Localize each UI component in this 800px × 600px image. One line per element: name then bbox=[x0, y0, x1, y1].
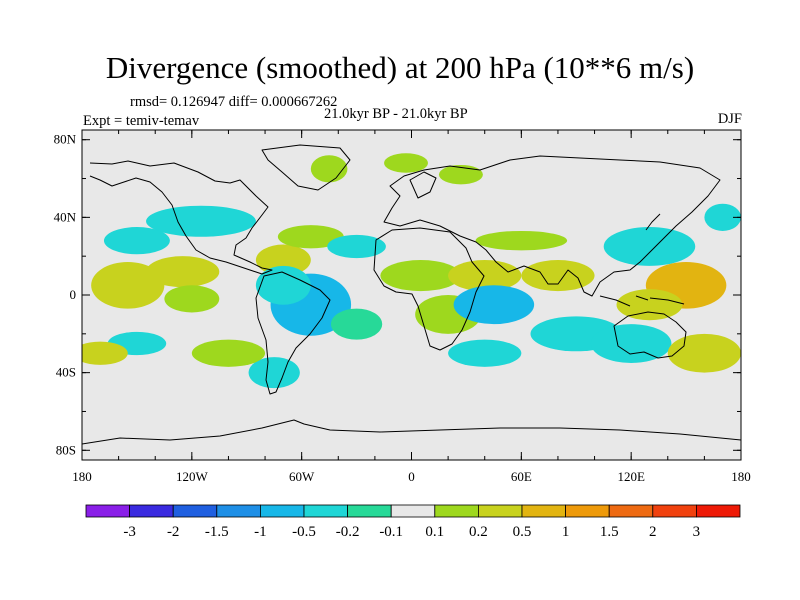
field-region bbox=[277, 225, 344, 249]
field-region bbox=[103, 227, 170, 255]
field-region bbox=[438, 164, 483, 185]
colorbar-swatch bbox=[129, 504, 174, 518]
coastline-north-america bbox=[89, 160, 273, 275]
coastline-scandinavia bbox=[409, 171, 437, 199]
colorbar-swatch bbox=[565, 504, 610, 518]
lat-tick-label: 80S bbox=[56, 442, 76, 457]
axis-ticks: 80N 40N 0 40S 80S 180 120W 60W 0 60E 120E 180 bbox=[54, 130, 751, 484]
colorbar-label: 1.5 bbox=[600, 524, 619, 540]
field-region bbox=[330, 308, 383, 340]
colorbar-swatch bbox=[347, 504, 392, 518]
lon-tick-label: 0 bbox=[408, 469, 415, 484]
colorbar-label: -0.2 bbox=[336, 524, 360, 540]
coastline-africa bbox=[373, 227, 485, 351]
field-region bbox=[453, 285, 535, 325]
colorbar-swatch bbox=[172, 504, 218, 518]
colorbar-label: 2 bbox=[649, 524, 657, 540]
colorbar-label: -2 bbox=[167, 524, 180, 540]
colorbar-label: -0.1 bbox=[379, 524, 403, 540]
colorbar-swatch bbox=[434, 504, 479, 518]
colorbar-label: -0.5 bbox=[292, 524, 316, 540]
colorbar-swatch bbox=[696, 504, 741, 518]
field-region bbox=[704, 203, 741, 231]
lat-tick-label: 0 bbox=[70, 287, 77, 302]
colorbar-swatch bbox=[85, 504, 130, 518]
lat-tick-label: 40N bbox=[54, 209, 77, 224]
colorbar-label: 3 bbox=[693, 524, 701, 540]
field-region bbox=[146, 256, 220, 288]
colorbar-label: -1.5 bbox=[205, 524, 229, 540]
colorbar-swatch bbox=[477, 504, 523, 518]
colorbar-swatch bbox=[608, 504, 654, 518]
period-label: 21.0kyr BP - 21.0kyr BP bbox=[324, 106, 468, 122]
coastline-indonesia bbox=[599, 295, 685, 307]
field-region bbox=[384, 153, 428, 173]
field-region bbox=[448, 339, 522, 367]
field-region bbox=[255, 244, 311, 276]
season-label: DJF bbox=[717, 111, 742, 127]
field-region bbox=[191, 339, 266, 367]
colorbar-swatch bbox=[303, 504, 348, 518]
field-region bbox=[616, 289, 683, 321]
coastline-eurasia bbox=[383, 155, 721, 297]
field-region bbox=[521, 260, 595, 292]
field-region bbox=[590, 324, 672, 363]
coastline-antarctica bbox=[82, 419, 741, 445]
field-region bbox=[327, 234, 386, 259]
lat-tick-label: 80N bbox=[54, 132, 77, 147]
colorbar-swatch bbox=[259, 504, 305, 518]
coastline-greenland bbox=[261, 144, 351, 191]
lon-tick-label: 180 bbox=[731, 469, 751, 484]
rmsd-stats: rmsd= 0.126947 diff= 0.000667262 bbox=[130, 94, 338, 110]
colorbar-label: 0.2 bbox=[469, 524, 488, 540]
field-region bbox=[667, 333, 741, 373]
field-region bbox=[475, 230, 568, 251]
lon-tick-label: 60E bbox=[511, 469, 532, 484]
field-region bbox=[380, 260, 461, 292]
field-region bbox=[91, 262, 165, 309]
colorbar: -3 -2 -1.5 -1 -0.5 -0.2 -0.1 0.1 0.2 0.5 1 1.5 2 3 bbox=[85, 504, 741, 540]
colorbar-swatch bbox=[521, 504, 566, 518]
field-region bbox=[603, 227, 696, 266]
colorbar-label: -1 bbox=[254, 524, 267, 540]
coastline-south-america bbox=[255, 271, 331, 395]
plot-title: Divergence (smoothed) at 200 hPa (10**6 … bbox=[105, 50, 695, 85]
lon-tick-label: 120W bbox=[176, 469, 209, 484]
coastline-australia bbox=[613, 311, 687, 359]
colorbar-label: 1 bbox=[562, 524, 570, 540]
coastlines bbox=[82, 144, 741, 445]
colorbar-swatch bbox=[390, 504, 436, 518]
experiment-label: Expt = temiv-temav bbox=[83, 113, 200, 129]
lon-tick-label: 120E bbox=[617, 469, 645, 484]
field-region bbox=[255, 265, 311, 305]
colorbar-label: -3 bbox=[123, 524, 136, 540]
field-region bbox=[146, 205, 256, 237]
field-region bbox=[164, 285, 220, 313]
field-region bbox=[310, 155, 348, 183]
field-region bbox=[82, 341, 128, 365]
coastline-japan bbox=[645, 213, 661, 231]
divergence-field bbox=[82, 153, 741, 389]
colorbar-swatch bbox=[652, 504, 697, 518]
colorbar-label: 0.1 bbox=[425, 524, 444, 540]
lon-tick-label: 180 bbox=[72, 469, 92, 484]
colorbar-label: 0.5 bbox=[513, 524, 532, 540]
lat-tick-label: 40S bbox=[56, 365, 76, 380]
colorbar-swatch bbox=[216, 504, 261, 518]
lon-tick-label: 60W bbox=[289, 469, 315, 484]
